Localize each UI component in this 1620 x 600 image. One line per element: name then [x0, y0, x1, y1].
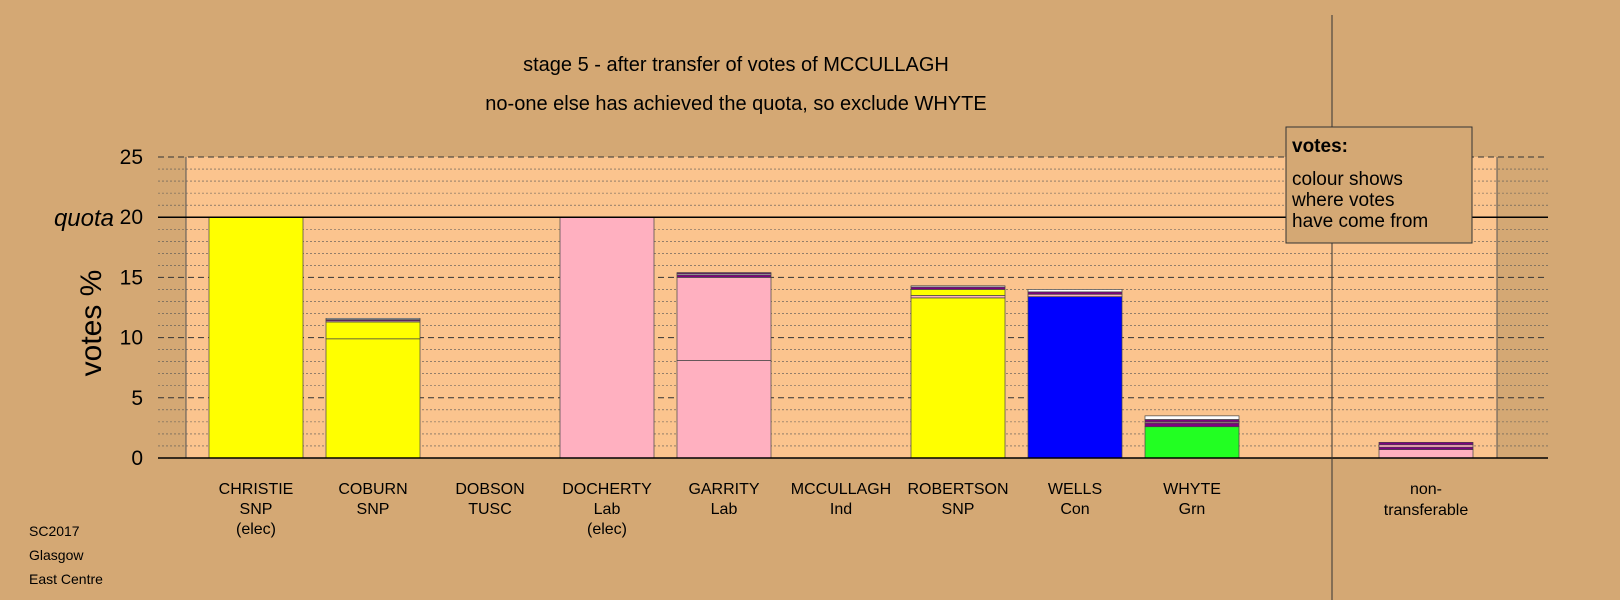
bar-segment [676, 274, 772, 278]
bar-segment [325, 338, 421, 459]
bar-segment [910, 285, 1006, 288]
candidate-label: COBURN [338, 481, 407, 498]
legend-box [1285, 126, 1473, 244]
bar-segment [208, 216, 304, 459]
bar-segment [910, 297, 1006, 459]
nontransferable-segment [1378, 446, 1474, 450]
y-tick-label: 20 [120, 206, 143, 229]
legend: votes: colour shows where votes have com… [1285, 126, 1473, 244]
candidate-label: TUSC [468, 501, 512, 518]
candidate-label: Lab [711, 501, 738, 518]
candidate-label: CHRISTIE [219, 481, 294, 498]
bars [208, 216, 1474, 459]
bar-segment [1144, 422, 1240, 428]
legend-line: colour shows [1292, 169, 1403, 190]
candidate-label: SNP [240, 501, 273, 518]
candidate-label: GARRITY [688, 481, 759, 498]
legend-line: where votes [1291, 190, 1394, 211]
category-labels: CHRISTIE SNP (elec) COBURN SNP DOBSON TUSC DOCH… [219, 481, 1469, 538]
nontransferable-segment [1378, 444, 1474, 448]
bar-segment [910, 289, 1006, 296]
footer-ward: East Centre [29, 571, 103, 587]
candidate-label: Ind [830, 501, 852, 518]
y-tick-label: 10 [120, 327, 143, 350]
candidate-label: Con [1060, 501, 1089, 518]
y-tick-label: 5 [131, 387, 143, 410]
bar-segment [1144, 426, 1240, 459]
y-tick-label: 0 [131, 447, 143, 470]
nontransferable-label: transferable [1384, 502, 1469, 519]
candidate-label: ROBERTSON [907, 481, 1008, 498]
bar-segment [910, 295, 1006, 299]
y-tick-label: 25 [120, 146, 143, 169]
bar-segment [559, 216, 655, 459]
nontransferable-label: non- [1410, 481, 1442, 498]
legend-line: have come from [1292, 211, 1428, 232]
candidate-label: WHYTE [1163, 481, 1221, 498]
chart-subtitle: no-one else has achieved the quota, so e… [485, 93, 986, 115]
candidate-label: WELLS [1048, 481, 1102, 498]
bar-segment [1144, 415, 1240, 420]
chart-title: stage 5 - after transfer of votes of MCC… [523, 54, 949, 76]
candidate-label: DOCHERTY [562, 481, 652, 498]
candidate-label: MCCULLAGH [791, 481, 891, 498]
candidate-label: Grn [1179, 501, 1206, 518]
footer-election: SC2017 [29, 523, 80, 539]
candidate-label: SNP [942, 501, 975, 518]
bar-segment [1027, 296, 1123, 459]
bar-segment [676, 277, 772, 361]
candidate-label: Lab [594, 501, 621, 518]
bar-segment [1027, 293, 1123, 298]
candidate-label: DOBSON [455, 481, 524, 498]
bar-segment [325, 317, 421, 320]
legend-title: votes: [1292, 136, 1348, 157]
bar-segment [325, 321, 421, 340]
y-axis-label: votes % [75, 270, 108, 377]
quota-label: quota [54, 205, 114, 232]
candidate-label: (elec) [236, 521, 276, 538]
bar-segment [910, 286, 1006, 290]
y-tick-label: 15 [120, 266, 143, 289]
nontransferable-segment [1378, 441, 1474, 446]
footer-city: Glasgow [29, 547, 84, 563]
bar-segment [1027, 289, 1123, 293]
nontransferable-segment [1378, 449, 1474, 459]
bar-segment [676, 272, 772, 275]
bar-segment [676, 360, 772, 459]
axes: 0 5 10 15 20 25 [120, 15, 1548, 600]
candidate-label: SNP [357, 501, 390, 518]
bar-segment [1144, 419, 1240, 423]
bar-segment [1027, 291, 1123, 295]
candidate-label: (elec) [587, 521, 627, 538]
